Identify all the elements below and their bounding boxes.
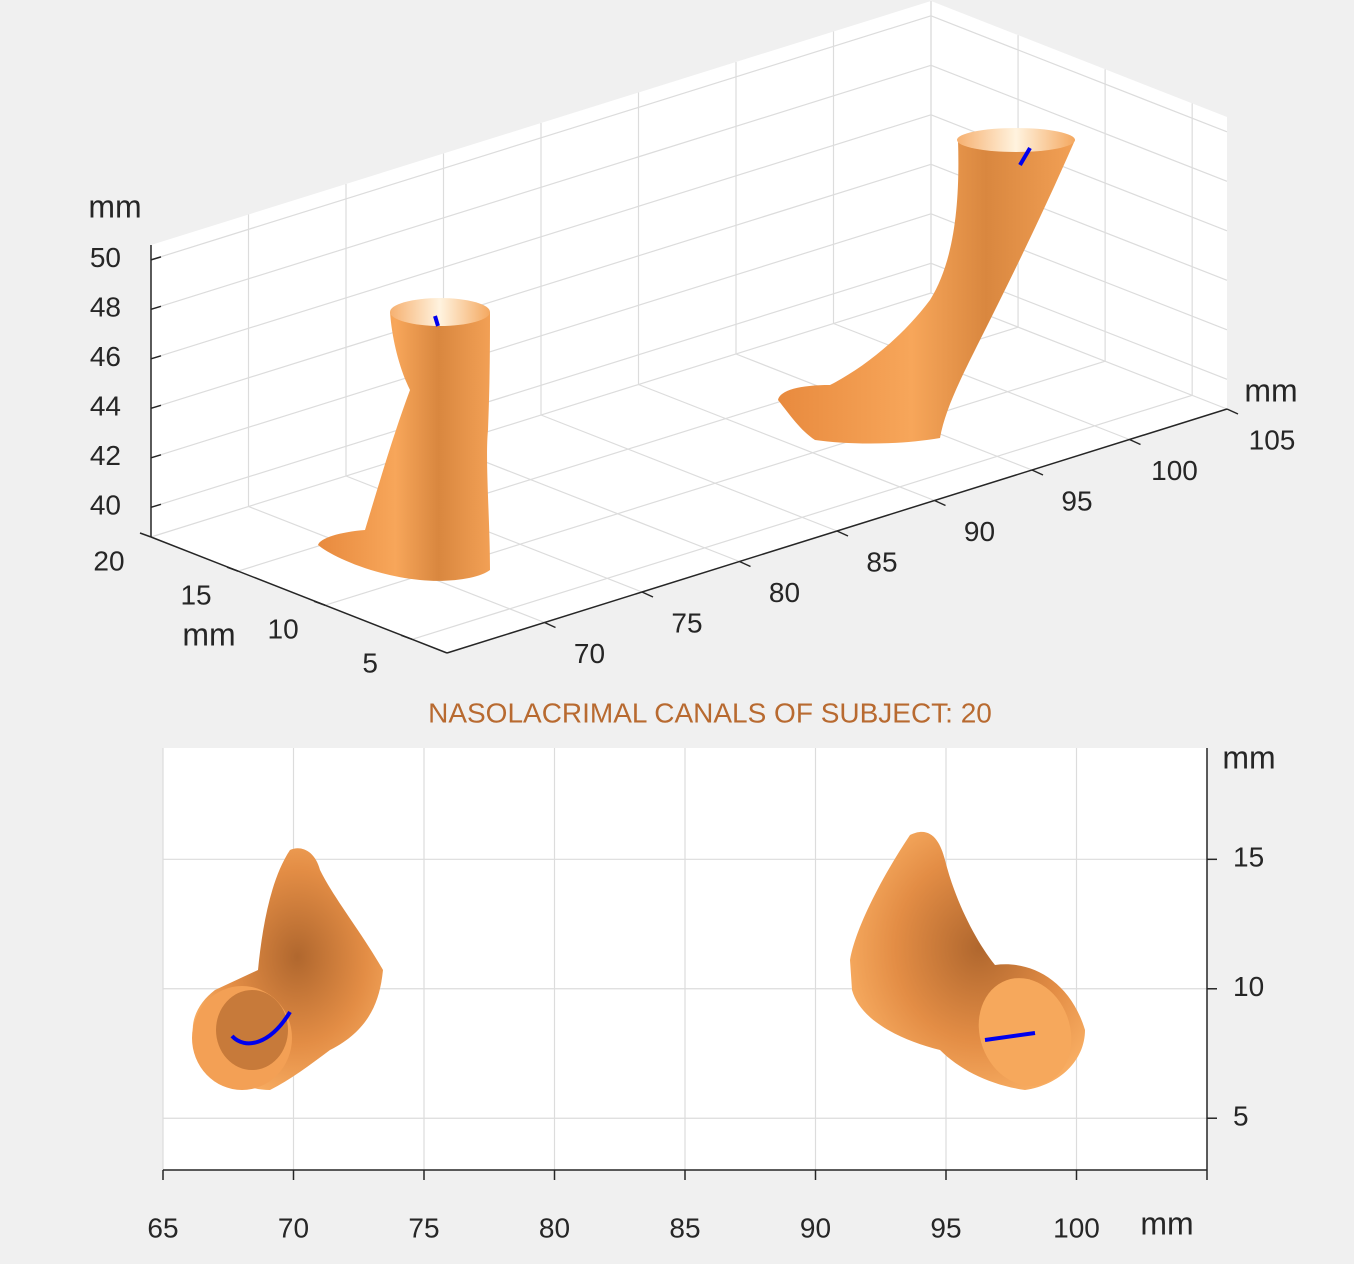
x-tick-label: 100 (1053, 1212, 1100, 1243)
z-axis-label: mm (88, 188, 141, 224)
right-canal-rim (957, 128, 1075, 152)
chart-title: NASOLACRIMAL CANALS OF SUBJECT: 20 (428, 697, 992, 728)
x-tick-label: 100 (1151, 455, 1198, 486)
x-axis-label: mm (1140, 1205, 1193, 1241)
x-tick-label: 105 (1249, 424, 1296, 455)
x-tick-label: 85 (669, 1212, 700, 1243)
y-tick-label: 15 (180, 580, 211, 611)
x-tick-label: 90 (964, 516, 995, 547)
x-tick-label: 95 (1061, 485, 1092, 516)
z-tick-label: 42 (90, 440, 121, 471)
z-tick-label: 40 (90, 490, 121, 521)
z-tick-label: 50 (90, 242, 121, 273)
z-tick-label: 46 (90, 341, 121, 372)
y-tick-label: 20 (93, 545, 124, 576)
y-tick-label: 15 (1233, 842, 1264, 873)
y-tick-label: 10 (268, 614, 299, 645)
y-axis-label: mm (1222, 739, 1275, 775)
x-tick-label: 75 (408, 1212, 439, 1243)
y-tick-label: 10 (1233, 971, 1264, 1002)
x-tick-label: 70 (278, 1212, 309, 1243)
y-tick-label: 5 (1233, 1101, 1249, 1132)
x-tick-label: 85 (866, 546, 897, 577)
figure: 7075808590951001055101520404244464850mmm… (0, 0, 1354, 1264)
z-tick-label: 48 (90, 292, 121, 323)
x-tick-label: 80 (769, 577, 800, 608)
y-axis-label: mm (182, 616, 235, 652)
y-tick-label: 5 (362, 648, 378, 679)
x-tick-label: 65 (147, 1212, 178, 1243)
x-tick-label: 80 (539, 1212, 570, 1243)
x-tick-label: 95 (930, 1212, 961, 1243)
x-tick-label: 70 (574, 638, 605, 669)
x-axis-label: mm (1244, 372, 1297, 408)
x-tick-label: 75 (671, 607, 702, 638)
z-tick-label: 44 (90, 391, 121, 422)
left-canal-rim (390, 298, 490, 326)
page: {"chart_data": [ {"type": "surface3d", "… (0, 0, 1354, 1264)
x-tick-label: 90 (800, 1212, 831, 1243)
